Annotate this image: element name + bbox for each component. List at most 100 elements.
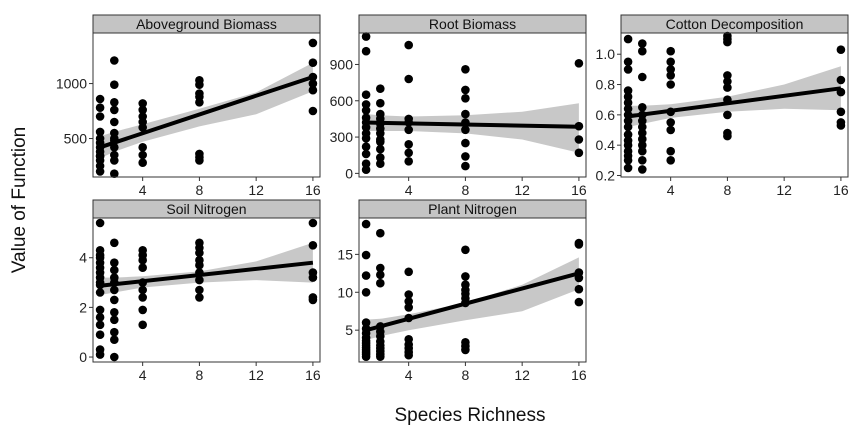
data-point (461, 161, 470, 171)
data-point (110, 238, 119, 248)
data-point (95, 218, 105, 228)
data-point (361, 46, 371, 56)
data-point (110, 315, 119, 325)
x-tick-label: 12 (514, 182, 530, 198)
x-tick-label: 16 (305, 182, 321, 198)
data-point (95, 345, 105, 354)
data-point (666, 46, 675, 56)
data-point (376, 263, 385, 273)
data-point (138, 112, 147, 121)
data-point (461, 85, 470, 95)
data-point (308, 241, 318, 250)
panel-5: Plant Nitrogen 4 8 12 16 5 10 15 (337, 199, 587, 383)
x-tick-label: 8 (724, 182, 732, 198)
x-tick-label: 12 (776, 182, 792, 198)
data-point (361, 149, 371, 159)
panel-frame (358, 217, 587, 363)
data-point (836, 118, 846, 127)
data-point (138, 305, 147, 315)
x-tick-label: 4 (139, 182, 147, 198)
data-point (361, 106, 371, 115)
panel-1: Aboveground Biomass 4 8 12 16 500 1000 (56, 14, 321, 198)
data-point (404, 74, 414, 84)
x-tick-label: 8 (462, 182, 470, 198)
y-tick-label: 300 (330, 129, 354, 145)
data-point (308, 85, 318, 95)
data-point (95, 151, 105, 161)
data-point (461, 152, 470, 161)
data-point (461, 280, 470, 290)
data-point (623, 86, 633, 95)
data-point (110, 308, 119, 317)
data-point (138, 285, 147, 295)
data-point (404, 148, 414, 158)
data-point (623, 136, 633, 145)
data-point (461, 338, 470, 347)
data-point (138, 293, 147, 302)
panel-frame (92, 217, 321, 363)
x-tick-label: 4 (667, 182, 675, 198)
data-point (361, 288, 371, 297)
panel-title: Aboveground Biomass (136, 16, 277, 32)
data-point (638, 122, 647, 132)
data-point (723, 71, 732, 80)
y-axis-title: Value of Function (9, 127, 30, 273)
data-point (95, 288, 105, 297)
data-point (138, 158, 147, 167)
data-point (110, 352, 119, 362)
data-point (361, 159, 371, 168)
data-point (723, 77, 732, 86)
x-tick-label: 4 (139, 367, 147, 383)
data-point (308, 79, 318, 88)
regression-line (366, 120, 579, 129)
panel-title: Plant Nitrogen (428, 201, 517, 217)
panel-title: Root Biomass (429, 16, 516, 32)
y-tick-label: 500 (64, 131, 88, 147)
x-axis-title: Species Richness (394, 405, 545, 426)
data-point (404, 140, 414, 149)
data-point (404, 40, 414, 50)
data-point (836, 45, 846, 54)
data-point (361, 250, 371, 260)
panel-4: Soil Nitrogen 4 8 12 16 0 2 4 (79, 199, 321, 383)
data-point (638, 103, 647, 112)
data-point (404, 114, 414, 124)
data-point (638, 134, 647, 144)
data-point (404, 157, 414, 166)
data-point (461, 109, 470, 119)
data-point (404, 297, 414, 306)
data-point (138, 263, 147, 273)
data-point (110, 98, 119, 107)
data-point (376, 144, 385, 154)
data-point (574, 238, 584, 248)
y-tick-label: 15 (337, 246, 353, 262)
y-tick-label: 1000 (56, 76, 87, 92)
data-point (723, 128, 732, 138)
confidence-band (366, 103, 579, 153)
data-point (623, 98, 633, 107)
x-tick-label: 8 (196, 182, 204, 198)
y-tick-label: 900 (330, 56, 354, 72)
data-point (361, 129, 371, 138)
data-point (836, 107, 846, 117)
data-point (666, 125, 675, 135)
data-point (638, 39, 647, 48)
data-point (361, 32, 371, 41)
data-point (623, 65, 633, 74)
data-point (195, 255, 204, 265)
data-point (361, 100, 371, 109)
data-point (361, 271, 371, 280)
data-point (95, 94, 105, 104)
y-tick-label: 0.8 (596, 77, 616, 93)
data-point (404, 267, 414, 277)
panel-frame (92, 32, 321, 178)
data-point (461, 65, 470, 74)
x-tick-label: 4 (405, 182, 413, 198)
data-point (623, 122, 633, 132)
regression-line (99, 75, 314, 150)
data-point (376, 84, 385, 93)
data-point (95, 134, 105, 143)
data-point (623, 146, 633, 156)
panel-title: Soil Nitrogen (166, 201, 246, 217)
data-point (666, 57, 675, 67)
